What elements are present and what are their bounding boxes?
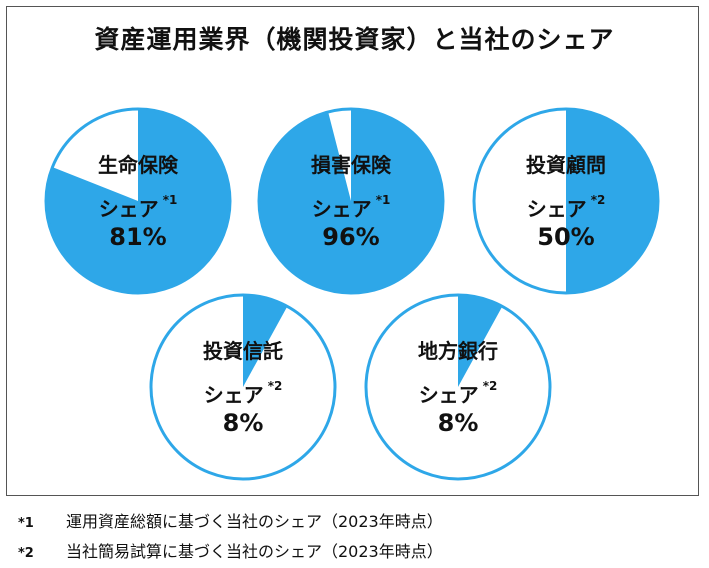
note-mark: *1	[375, 193, 391, 208]
pie-share-label: シェア *1	[48, 193, 228, 223]
pie-share-label: シェア *2	[153, 379, 333, 409]
pie-3	[472, 107, 660, 295]
pie-share-slice	[458, 295, 503, 387]
pie-5	[364, 293, 552, 481]
pie-share-label: シェア *1	[261, 193, 441, 223]
pie-label-group: 生命保険 シェア *1 81%	[48, 149, 228, 251]
chart-frame	[6, 6, 699, 496]
pie-percent-label: 81%	[109, 223, 167, 251]
pie-category-label: 地方銀行	[418, 339, 498, 363]
footnote-mark: *2	[18, 546, 34, 561]
pie-percent-label: 8%	[222, 409, 264, 437]
pie-percent-label: 96%	[322, 223, 380, 251]
pie-1	[44, 107, 232, 295]
pie-share-label: シェア *2	[476, 193, 656, 223]
footnote-mark: *1	[18, 516, 34, 531]
pie-category-label: 投資信託	[203, 339, 283, 363]
share-text: シェア	[203, 383, 264, 407]
pie-category-label: 投資顧問	[526, 153, 606, 177]
footnote-1: *1 運用資産総額に基づく当社のシェア（2023年時点）	[18, 508, 443, 538]
chart-title: 資産運用業界（機関投資家）と当社のシェア	[94, 25, 615, 54]
pie-outline	[44, 107, 232, 295]
note-mark: *2	[482, 379, 498, 394]
pie-category-label: 生命保険	[98, 153, 178, 177]
pie-share-slice	[566, 109, 658, 293]
pie-outline	[257, 107, 445, 295]
pie-4	[149, 293, 337, 481]
pie-label-group: 地方銀行シェア *2 8%	[368, 335, 548, 437]
pie-share-label: シェア *2	[368, 379, 548, 409]
pie-share-slice	[243, 295, 288, 387]
pie-category-label: 損害保険	[311, 153, 391, 177]
pie-outline	[364, 293, 552, 481]
pie-label-group: 損害保険 シェア *1 96%	[261, 149, 441, 251]
footnote-2: *2 当社簡易試算に基づく当社のシェア（2023年時点）	[18, 538, 443, 568]
footnotes: *1 運用資産総額に基づく当社のシェア（2023年時点） *2 当社簡易試算に基…	[18, 508, 443, 568]
pie-share-slice	[46, 109, 231, 293]
pie-outline	[149, 293, 337, 481]
share-text: シェア	[526, 197, 587, 221]
pie-percent-label: 8%	[437, 409, 479, 437]
pie-2	[257, 107, 445, 295]
pie-label-group: 投資顧問 シェア *2 50%	[476, 149, 656, 251]
pie-label-group: 投資信託シェア *2 8%	[153, 335, 333, 437]
pie-outline	[472, 107, 660, 295]
footnote-text: 当社簡易試算に基づく当社のシェア（2023年時点）	[66, 542, 443, 561]
pie-percent-label: 50%	[537, 223, 595, 251]
share-text: シェア	[98, 197, 159, 221]
note-mark: *2	[590, 193, 606, 208]
share-text: シェア	[311, 197, 372, 221]
note-mark: *1	[162, 193, 178, 208]
note-mark: *2	[267, 379, 283, 394]
share-text: シェア	[418, 383, 479, 407]
pie-share-slice	[259, 109, 444, 293]
footnote-text: 運用資産総額に基づく当社のシェア（2023年時点）	[66, 512, 443, 531]
